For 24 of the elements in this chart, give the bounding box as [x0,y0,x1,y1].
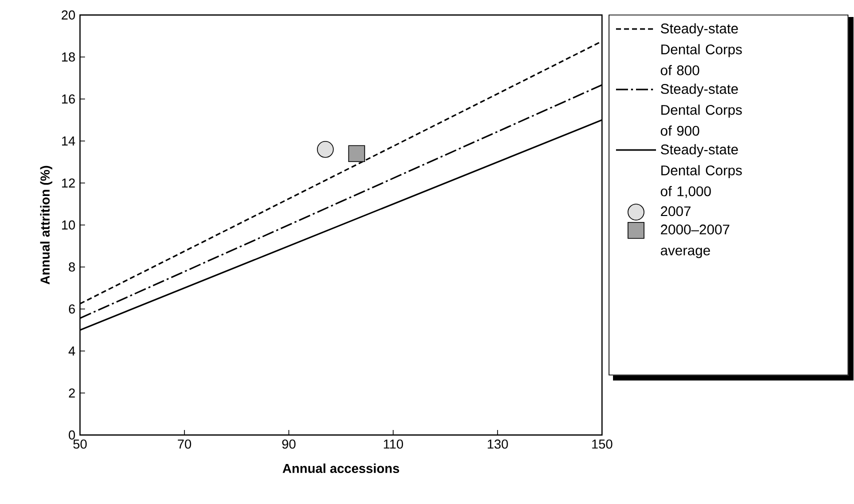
x-tick-label: 130 [488,440,508,449]
y-tick-label: 2 [68,388,75,398]
legend-label: 2007 [660,206,691,216]
y-tick-label: 16 [62,94,75,104]
y-tick-label: 0 [68,430,75,440]
x-tick-label: 70 [178,440,192,449]
y-axis-title: Annual attrition (%) [40,166,52,284]
y-tick-label: 18 [62,52,75,62]
x-tick-label: 50 [73,440,87,449]
y-tick-label: 4 [68,346,76,356]
y-tick-label: 20 [62,10,75,20]
legend-label: Steady-state Dental Corps of 900 [660,84,742,136]
x-tick-label: 90 [282,440,296,449]
x-tick-label: 110 [384,440,404,449]
y-tick-label: 12 [62,178,75,188]
legend-label: Steady-state Dental Corps of 1,000 [660,144,742,198]
x-tick-label: 150 [592,440,612,449]
legend-label: Steady-state Dental Corps of 800 [660,23,742,76]
y-tick-label: 8 [68,262,75,272]
legend-label: 2000–2007 average [660,224,730,258]
y-tick-label: 10 [62,220,75,230]
y-tick-label: 14 [62,136,76,146]
y-tick-label: 6 [68,304,75,314]
x-axis-title: Annual accessions [282,464,400,474]
